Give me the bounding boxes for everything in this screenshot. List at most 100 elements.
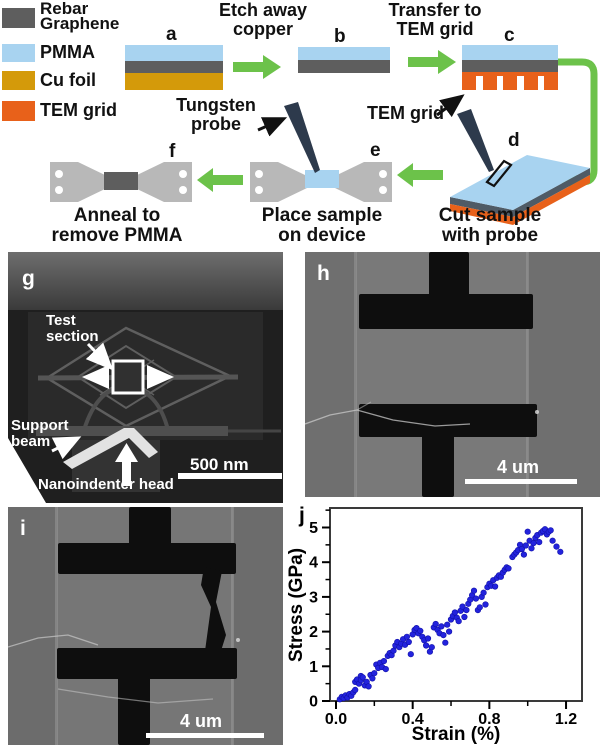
arrow-right-icon [233,55,281,79]
etched-slot [359,252,537,497]
device-hole [379,170,387,178]
support-beam-label: beam [11,433,50,450]
debris-speck [535,410,539,414]
panel-letter-h: h [317,262,330,285]
svg-text:0: 0 [309,694,318,711]
legend-swatch-rebar-graphene [2,8,35,28]
sample-pmma [305,170,339,188]
svg-text:1: 1 [309,659,318,676]
scale-bar-label: 4 um [180,711,222,731]
stack-c [462,45,558,90]
device-hole [55,170,63,178]
device-hole [55,186,63,194]
svg-text:0.0: 0.0 [325,711,347,728]
svg-text:3: 3 [309,589,318,606]
caption-cut: Cut sample with probe [438,205,542,246]
schematic-section: Rebar Graphene PMMA Cu foil TEM grid Etc… [0,0,600,250]
support-beam-label: Support [11,417,69,434]
legend-swatch-tem-grid [2,101,35,121]
tungsten-probe-icon [284,102,320,173]
tem-grid-tooth [462,76,476,90]
svg-text:0.4: 0.4 [402,711,424,728]
scatter-points [336,526,564,703]
svg-text:1.2: 1.2 [555,711,577,728]
axis-ticks: 0.0 0.4 0.8 1.2 0 1 2 3 4 5 [309,509,577,728]
panel-letter-b: b [334,26,346,47]
svg-text:2: 2 [309,624,318,641]
membrane-edge [526,252,529,497]
fracture-tear [201,567,226,654]
device-hole [379,186,387,194]
cut-outline [485,159,513,188]
schematic-art [50,50,598,225]
legend-label-cu-foil: Cu foil [40,70,96,90]
panel-d-sheet [450,109,590,225]
sample-graphene [104,172,138,190]
legend-swatch-cu-foil [2,71,35,90]
sheet-top-pmma [450,155,590,210]
chart-background [288,498,600,745]
caption-anneal: Anneal to remove PMMA [51,205,183,246]
scale-bar [465,479,577,484]
device-hole [255,170,263,178]
panel-letter-a: a [166,24,177,45]
support-beam-pointer-arrow [51,436,82,460]
step-title-etch: Etch away copper [218,0,308,39]
stack-b [298,47,390,73]
chart-panel-j: j 0.0 0.4 0.8 1.2 0 1 2 3 4 5 Strain (%) Stress (… [288,498,600,745]
layer-cu-foil [125,73,223,90]
x-axis-label: Strain (%) [412,724,501,745]
tem-grid-tooth [503,76,517,90]
sheet-side-tem-grid [450,175,590,225]
test-section-label: Test [46,312,76,329]
scale-bar-label: 500 nm [190,455,249,474]
svg-text:5: 5 [309,520,318,537]
layer-pmma [298,47,390,60]
legend-label-rebar-graphene: Rebar Graphene [40,0,120,33]
membrane-edge [354,252,357,497]
panel-letter-e: e [370,140,381,161]
tungsten-probe-icon [457,109,494,172]
nanoindenter-label: Nanoindenter head [38,476,174,493]
sheet-side-gray [450,168,590,217]
scale-bar-label: 4 um [497,457,539,477]
panel-f-device [50,162,192,202]
legend-swatch-pmma [2,44,35,62]
sem-panel-h: h 4 um [305,252,600,497]
tem-grid-tooth [523,76,538,90]
legend-label-pmma: PMMA [40,42,95,62]
scale-bar [178,473,282,479]
tem-grid-pointer-arrow [436,94,465,118]
arrow-right-icon [408,50,456,74]
layer-tem-grid-strip [462,72,558,76]
scale-bar [146,733,264,738]
surface-crack [356,401,372,411]
svg-text:4: 4 [309,555,318,572]
panel-letter-c: c [504,25,515,46]
sem-top-band [8,252,283,310]
sem-panel-i: i 4 um [8,507,283,745]
tem-grid-tooth [482,76,497,90]
panel-letter-f: f [169,141,176,162]
panel-letter-d: d [508,130,520,151]
plot-box [329,507,583,702]
legend-label-tem-grid: TEM grid [40,100,117,120]
tungsten-probe-label: Tungsten probe [176,95,256,134]
debris-speck [236,638,240,642]
tungsten-pointer-arrow [257,117,288,137]
layer-graphene [125,61,223,73]
panel-e-device [250,102,392,202]
arrow-left-icon [397,163,443,187]
layer-graphene [298,60,390,73]
arrow-left-icon [197,168,243,192]
tem-grid-label: TEM grid [367,103,444,123]
caption-place: Place sample on device [261,205,383,246]
panel-letter-j: j [298,504,305,527]
nanoindenter-pointer-arrow [115,443,138,486]
test-section-label: section [46,328,99,345]
etched-slot [57,507,237,745]
test-section-pointer-arrow [85,342,114,371]
layer-graphene [462,60,558,72]
membrane-edge [231,507,234,745]
